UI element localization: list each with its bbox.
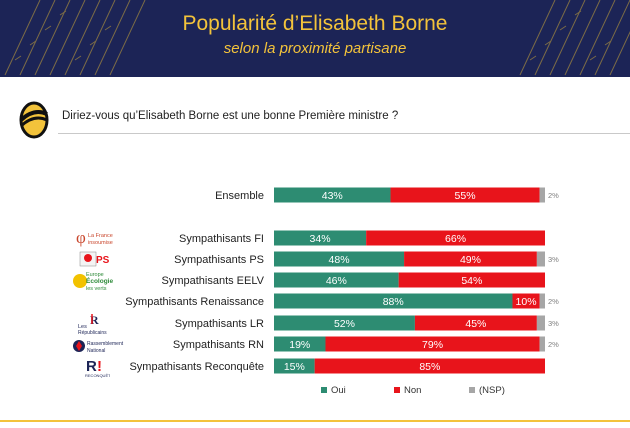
svg-text:Républicains: Républicains: [78, 330, 107, 336]
category-label: Sympathisants FI: [179, 233, 264, 245]
bar-segment-non: [512, 293, 540, 309]
bar-segment-oui: [274, 230, 367, 246]
bar-segment-nsp: [539, 336, 545, 352]
header-banner: Popularité d’Elisabeth Borne selon la pr…: [0, 0, 630, 77]
bar-segment-oui: [274, 293, 513, 309]
legend-swatch: [321, 387, 327, 393]
reconquete-logo: R ! RECONQUÊTE: [85, 358, 110, 378]
data-label: 34%: [310, 233, 331, 245]
data-label: 45%: [465, 318, 486, 330]
svg-text:R: R: [90, 313, 99, 327]
bar-segment-oui: [274, 336, 326, 352]
data-label: 85%: [419, 361, 440, 373]
bar-segment-non: [314, 358, 545, 374]
wheat-pattern-decoration: [4, 0, 630, 76]
legend-swatch: [469, 387, 475, 393]
data-label: 79%: [422, 339, 443, 351]
category-label: Sympathisants Reconquête: [129, 361, 264, 373]
pollster-logo-icon: [19, 101, 49, 139]
data-label: 43%: [322, 190, 343, 202]
bar-segment-nsp: [536, 315, 545, 331]
page-title: Popularité d’Elisabeth Borne: [182, 12, 448, 35]
svg-text:φ: φ: [76, 228, 86, 247]
data-label: 19%: [289, 339, 310, 351]
bar-segment-oui: [274, 251, 405, 267]
lfi-logo: φ La France insoumise: [76, 228, 113, 247]
legend-label: (NSP): [479, 385, 505, 396]
data-label: 48%: [329, 254, 350, 266]
data-label: 88%: [383, 296, 404, 308]
bar-segment-nsp: [539, 187, 545, 203]
divider: [58, 133, 630, 134]
bar-segment-oui: [274, 272, 399, 288]
category-label: Sympathisants RN: [173, 339, 264, 351]
bar-segment-oui: [274, 187, 391, 203]
category-label: Sympathisants PS: [174, 254, 264, 266]
svg-text:!: !: [97, 358, 102, 375]
category-label: Ensemble: [215, 190, 264, 202]
footer-line: [0, 420, 630, 422]
svg-text:La France: La France: [88, 233, 113, 239]
svg-text:les verts: les verts: [86, 286, 107, 292]
category-label: Sympathisants Renaissance: [125, 296, 264, 308]
page-subtitle: selon la proximité partisane: [223, 40, 407, 57]
data-label: 55%: [455, 190, 476, 202]
svg-text:R: R: [86, 358, 97, 375]
data-label: 54%: [461, 275, 482, 287]
svg-text:National: National: [87, 348, 105, 354]
bar-segment-non: [404, 251, 537, 267]
bar-segment-non: [398, 272, 545, 288]
bar-segment-non: [325, 336, 540, 352]
bar-segment-non: [390, 187, 540, 203]
svg-text:Les: Les: [78, 324, 87, 330]
legend-swatch: [394, 387, 400, 393]
data-label: 46%: [326, 275, 347, 287]
data-label-nsp: 2%: [548, 340, 559, 349]
bar-segment-nsp: [539, 293, 545, 309]
ps-logo: PS: [79, 251, 110, 267]
data-label-nsp: 2%: [548, 297, 559, 306]
data-label: 15%: [284, 361, 305, 373]
lr-logo: Les R Républicains: [78, 313, 107, 336]
data-label: 52%: [334, 318, 355, 330]
survey-question: Diriez-vous qu’Elisabeth Borne est une b…: [62, 110, 399, 122]
svg-text:Europe: Europe: [86, 272, 104, 278]
legend-label: Non: [404, 385, 421, 396]
legend-label: Oui: [331, 385, 346, 396]
data-label-nsp: 3%: [548, 255, 559, 264]
bar-segment-oui: [274, 315, 415, 331]
data-label-nsp: 3%: [548, 319, 559, 328]
data-label: 10%: [516, 296, 537, 308]
category-label: Sympathisants EELV: [161, 275, 264, 287]
eelv-logo: Europe Écologie les verts: [73, 272, 113, 292]
bar-segment-non: [414, 315, 537, 331]
svg-text:insoumise: insoumise: [88, 240, 113, 246]
category-label: Sympathisants LR: [175, 318, 264, 330]
bar-segment-non: [366, 230, 545, 246]
svg-text:RECONQUÊTE: RECONQUÊTE: [85, 373, 110, 378]
svg-text:PS: PS: [96, 255, 110, 266]
svg-text:Écologie: Écologie: [86, 276, 113, 285]
data-label-nsp: 2%: [548, 191, 559, 200]
svg-text:Rassemblement: Rassemblement: [87, 341, 124, 347]
data-label: 49%: [460, 254, 481, 266]
bar-segment-oui: [274, 358, 315, 374]
bar-segment-nsp: [536, 251, 545, 267]
rn-logo: Rassemblement National: [73, 340, 124, 354]
data-label: 66%: [445, 233, 466, 245]
